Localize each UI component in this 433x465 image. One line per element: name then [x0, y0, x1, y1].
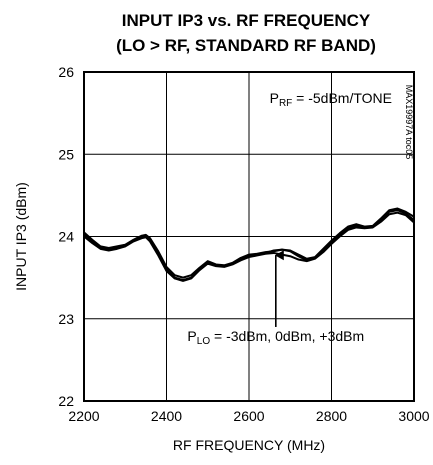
- y-tick-label: 26: [58, 64, 74, 80]
- condition-annotation: PRF = -5dBm/TONE: [270, 90, 392, 109]
- condition-suffix: = -5dBm/TONE: [292, 90, 392, 106]
- x-tick-label: 2400: [151, 408, 182, 424]
- curves-subscript: LO: [197, 336, 211, 347]
- grid-lines: [84, 72, 414, 401]
- y-tick-label: 24: [58, 229, 74, 245]
- x-tick-label: 2200: [68, 408, 99, 424]
- condition-prefix: P: [270, 90, 279, 106]
- tick-labels: 2200 2400 2600 2800 3000 22 23 24 25 26: [58, 64, 429, 424]
- chart-title-line1: INPUT IP3 vs. RF FREQUENCY: [122, 11, 371, 30]
- plot-frame: [83, 71, 415, 402]
- y-axis-label: INPUT IP3 (dBm): [13, 182, 29, 291]
- series-line-3: [83, 211, 415, 282]
- y-tick-label: 25: [58, 146, 74, 162]
- x-axis-label: RF FREQUENCY (MHz): [173, 437, 325, 453]
- y-tick-label: 23: [58, 311, 74, 327]
- figure-id-label: MAX19997A toc05: [404, 85, 414, 160]
- series-line-1: [83, 207, 415, 279]
- y-tick-label: 22: [58, 393, 74, 409]
- curves-prefix: P: [187, 328, 196, 344]
- curves-annotation: PLO = -3dBm, 0dBm, +3dBm: [187, 328, 364, 347]
- curves-suffix: = -3dBm, 0dBm, +3dBm: [210, 328, 364, 344]
- x-tick-label: 2800: [316, 408, 347, 424]
- x-tick-label: 3000: [398, 408, 429, 424]
- data-series: [83, 207, 415, 282]
- x-tick-label: 2600: [233, 408, 264, 424]
- chart-title-line2: (LO > RF, STANDARD RF BAND): [116, 36, 376, 55]
- condition-subscript: RF: [279, 98, 292, 109]
